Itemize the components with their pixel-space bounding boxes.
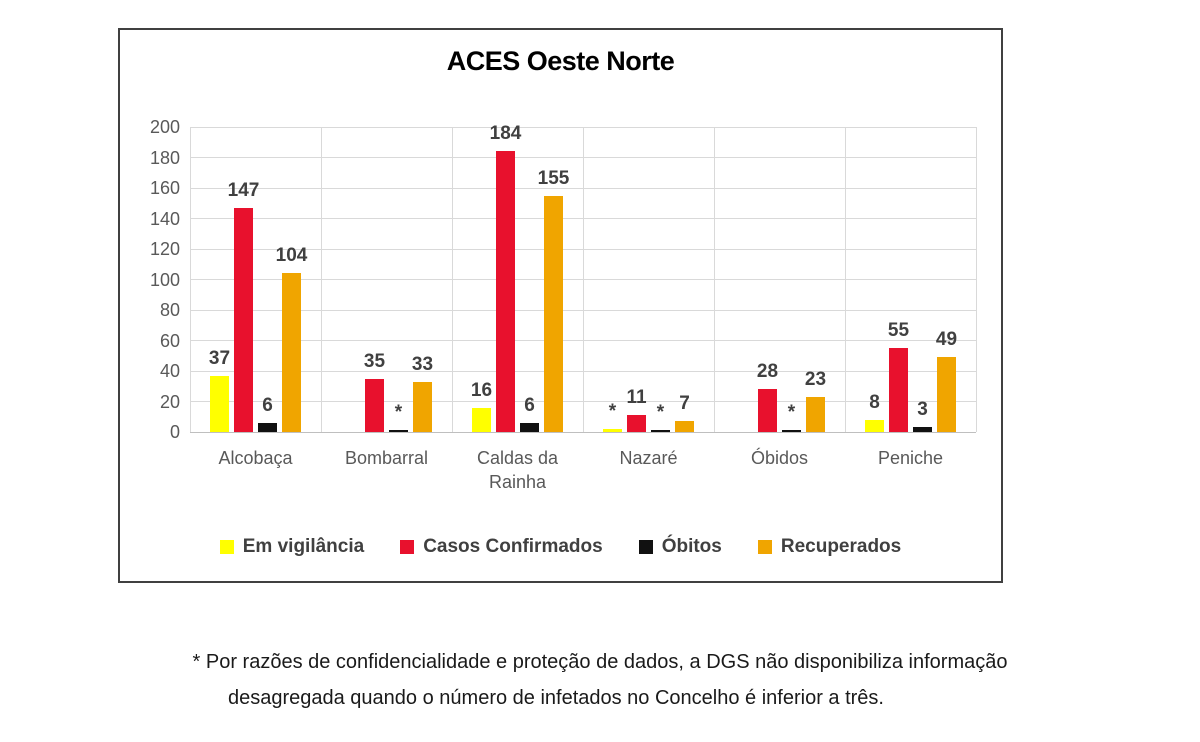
bar-Casos Confirmados-Nazaré: [627, 415, 646, 432]
gridline-x-1: [320, 127, 322, 432]
bar-Óbitos-Caldas da Rainha: [520, 422, 539, 432]
legend-swatch-icon: [638, 540, 653, 554]
x-label-Alcobaça: Alcobaça: [218, 448, 293, 468]
y-tick-160: 160: [149, 178, 180, 198]
footnote-line-1: * Por razões de confidencialidade e prot…: [192, 651, 1008, 673]
bar-Recuperados-Alcobaça: [282, 273, 301, 432]
gridline-x-3: [582, 127, 584, 432]
data-label-Casos Confirmados-Alcobaça: 147: [227, 179, 260, 201]
data-label-Recuperados-Bombarral: 33: [411, 353, 434, 375]
x-label-Caldas da Rainha: Caldas da Rainha: [476, 448, 559, 492]
legend: Em vigilância Casos Confirmados Óbitos Recu…: [120, 536, 1001, 558]
data-label-Óbitos-Peniche: 3: [917, 399, 928, 421]
y-tick-80: 80: [159, 300, 180, 320]
x-label-Bombarral: Bombarral: [344, 448, 429, 468]
bar-Óbitos-Bombarral: [389, 430, 408, 432]
legend-label: Óbitos: [661, 536, 722, 557]
gridline-x-2: [451, 127, 453, 432]
data-label-Em vigilância-Alcobaça: 37: [208, 347, 231, 369]
bar-Casos Confirmados-Peniche: [889, 348, 908, 432]
legend-swatch-icon: [400, 540, 415, 554]
y-tick-100: 100: [149, 269, 180, 290]
bar-Óbitos-Óbidos: [782, 430, 801, 432]
data-label-Casos Confirmados-Nazaré: 11: [626, 387, 647, 409]
gridline-x-0: [189, 127, 191, 432]
bar-Em vigilância-Caldas da Rainha: [472, 407, 491, 432]
x-axis-labels: Alcobaça Bombarral Caldas da Rainha Nazaré Ó…: [190, 446, 976, 494]
y-tick-120: 120: [149, 239, 180, 259]
data-label-Em vigilância-Caldas da Rainha: 16: [470, 379, 493, 401]
data-label-Recuperados-Óbidos: 23: [804, 368, 827, 390]
legend-label: Casos Confirmados: [423, 536, 603, 557]
bar-Casos Confirmados-Bombarral: [365, 378, 384, 432]
y-tick-20: 20: [159, 391, 180, 412]
chart-title: ACES Oeste Norte: [446, 46, 675, 76]
y-tick-200: 200: [149, 117, 180, 137]
data-label-Recuperados-Alcobaça: 104: [275, 245, 308, 267]
gridline-x-6: [975, 127, 977, 432]
y-tick-60: 60: [159, 330, 180, 351]
chart-frame: ACES Oeste Norte 0 20 40 60 80 100 120 140 160 18…: [118, 28, 1003, 583]
data-label-Casos Confirmados-Caldas da Rainha: 184: [489, 123, 522, 145]
x-label-Peniche: Peniche: [877, 448, 944, 468]
x-label-Nazaré: Nazaré: [619, 448, 678, 468]
legend-swatch-icon: [219, 540, 234, 554]
plot-area: 0 20 40 60 80 100 120 140 160 180 200 37 147 6 104 35 * 3…: [150, 117, 977, 442]
footnote-line-2: desagregada quando o número de infetados…: [227, 687, 884, 709]
bar-Recuperados-Caldas da Rainha: [544, 195, 563, 432]
data-label-Óbitos-Bombarral: *: [394, 402, 403, 423]
data-label-Recuperados-Peniche: 49: [935, 329, 958, 351]
data-label-Casos Confirmados-Óbidos: 28: [756, 361, 779, 383]
bar-Casos Confirmados-Alcobaça: [234, 207, 253, 432]
data-label-Em vigilância-Nazaré: *: [608, 401, 617, 422]
bar-Óbitos-Nazaré: [651, 430, 670, 432]
y-tick-40: 40: [159, 361, 180, 381]
bar-Casos Confirmados-Óbidos: [758, 389, 777, 432]
legend-label: Em vigilância: [242, 536, 365, 557]
legend-swatch-icon: [757, 540, 772, 554]
bar-Recuperados-Óbidos: [806, 396, 825, 432]
gridline-x-5: [844, 127, 846, 432]
bar-Recuperados-Peniche: [937, 357, 956, 432]
data-label-Casos Confirmados-Bombarral: 35: [363, 350, 386, 372]
bar-Em vigilância-Peniche: [865, 419, 884, 432]
legend-item-Em vigilância: Em vigilância: [219, 536, 365, 558]
data-label-Óbitos-Caldas da Rainha: 6: [524, 394, 535, 416]
data-label-Recuperados-Caldas da Rainha: 155: [537, 167, 570, 189]
legend-item-Casos Confirmados: Casos Confirmados: [400, 536, 603, 558]
data-label-Recuperados-Nazaré: 7: [679, 393, 690, 415]
bar-Óbitos-Alcobaça: [258, 422, 277, 432]
data-label-Óbitos-Nazaré: *: [656, 402, 665, 423]
footnote: * Por razões de confidencialidade e prot…: [0, 644, 1200, 716]
data-label-Óbitos-Óbidos: *: [787, 402, 796, 423]
bar-Recuperados-Nazaré: [675, 421, 694, 432]
bar-Em vigilância-Alcobaça: [210, 375, 229, 432]
bar-Casos Confirmados-Caldas da Rainha: [496, 151, 515, 432]
y-tick-140: 140: [149, 208, 180, 229]
x-label-Óbidos: Óbidos: [750, 448, 809, 468]
legend-item-Óbitos: Óbitos: [638, 536, 722, 558]
gridline-x-4: [713, 127, 715, 432]
y-tick-0: 0: [169, 422, 180, 442]
gridline-y-0: [190, 431, 976, 433]
y-tick-180: 180: [149, 147, 180, 168]
bar-Em vigilância-Nazaré: [603, 429, 622, 432]
legend-label: Recuperados: [780, 536, 902, 557]
data-label-Óbitos-Alcobaça: 6: [262, 394, 273, 416]
data-label-Em vigilância-Peniche: 8: [869, 391, 880, 413]
data-label-Casos Confirmados-Peniche: 55: [887, 320, 910, 342]
legend-item-Recuperados: Recuperados: [757, 536, 902, 558]
bar-Óbitos-Peniche: [913, 427, 932, 432]
bar-Recuperados-Bombarral: [413, 381, 432, 432]
